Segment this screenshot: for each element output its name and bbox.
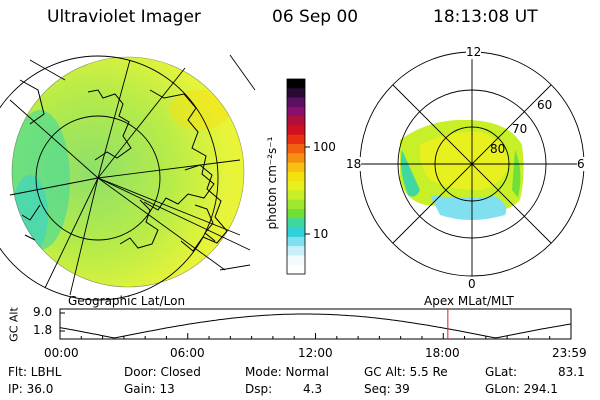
time-label: 18:13:08 UT <box>433 7 538 27</box>
colorbar-swatch <box>287 79 305 89</box>
timeline-x-tick-1200: 12:00 <box>298 346 333 360</box>
info-door: Door: Closed <box>124 365 201 379</box>
timeline-y-tick-max: 9.0 <box>33 305 53 319</box>
colorbar-swatch <box>287 134 305 145</box>
timeline-y-title: GC Alt <box>7 307 21 342</box>
info-mode: Mode: Normal <box>245 365 329 379</box>
info-ip: IP: 36.0 <box>8 382 54 396</box>
colorbar-swatch <box>287 236 305 247</box>
colorbar-swatch <box>287 218 305 229</box>
date-label: 06 Sep 00 <box>272 7 359 27</box>
colorbar-swatch <box>287 264 305 275</box>
colorbar-swatch <box>287 181 305 192</box>
colorbar-swatch <box>287 199 305 210</box>
mlat-label-70: 70 <box>512 122 528 136</box>
colorbar-tick-100: 100 <box>313 140 336 154</box>
colorbar-swatch <box>287 144 305 154</box>
timeline-x-tick-1800: 18:00 <box>425 346 460 360</box>
colorbar-swatch <box>287 246 305 257</box>
instrument-title: Ultraviolet Imager <box>47 7 201 27</box>
mlt-label-0: 0 <box>468 277 476 291</box>
timeline-y-tick-min: 1.8 <box>33 323 53 337</box>
colorbar-tick-10: 10 <box>313 227 329 241</box>
mlt-label-6: 6 <box>577 157 585 171</box>
colorbar-swatch <box>287 209 305 219</box>
info-glat: GLat: <box>485 365 518 379</box>
apex-label: Apex MLat/MLT <box>424 294 514 308</box>
info-gc-alt: GC Alt: 5.5 Re <box>364 365 448 379</box>
colorbar-swatch <box>287 171 305 182</box>
mlat-label-60: 60 <box>537 98 553 112</box>
colorbar-swatch <box>287 125 305 136</box>
colorbar-swatch <box>287 153 305 164</box>
colorbar-swatch <box>287 106 305 117</box>
timeline-x-tick-0000: 00:00 <box>44 346 79 360</box>
colorbar-swatch <box>287 255 305 266</box>
info-seq: Seq: 39 <box>364 382 410 396</box>
geographic-label: Geographic Lat/Lon <box>68 294 186 308</box>
timeline-x-tick-2359: 23:59 <box>552 346 587 360</box>
colorbar-swatch <box>287 116 305 127</box>
colorbar-swatch <box>287 88 305 99</box>
mlat-label-80: 80 <box>490 142 506 156</box>
info-dsp: Dsp: <box>245 382 273 396</box>
timeline-x-tick-0600: 06:00 <box>170 346 205 360</box>
info-dsp-value: 4.3 <box>303 382 323 396</box>
colorbar-swatch <box>287 227 305 238</box>
colorbar-swatch <box>287 162 305 173</box>
mlt-label-12: 12 <box>466 45 482 59</box>
colorbar-swatch <box>287 97 305 108</box>
info-glon: GLon: 294.1 <box>485 382 558 396</box>
info-gain: Gain: 13 <box>124 382 175 396</box>
mlt-label-18: 18 <box>346 157 362 171</box>
colorbar-swatch <box>287 190 305 201</box>
info-flt: Flt: LBHL <box>8 365 62 379</box>
info-glat-value: 83.1 <box>558 365 585 379</box>
